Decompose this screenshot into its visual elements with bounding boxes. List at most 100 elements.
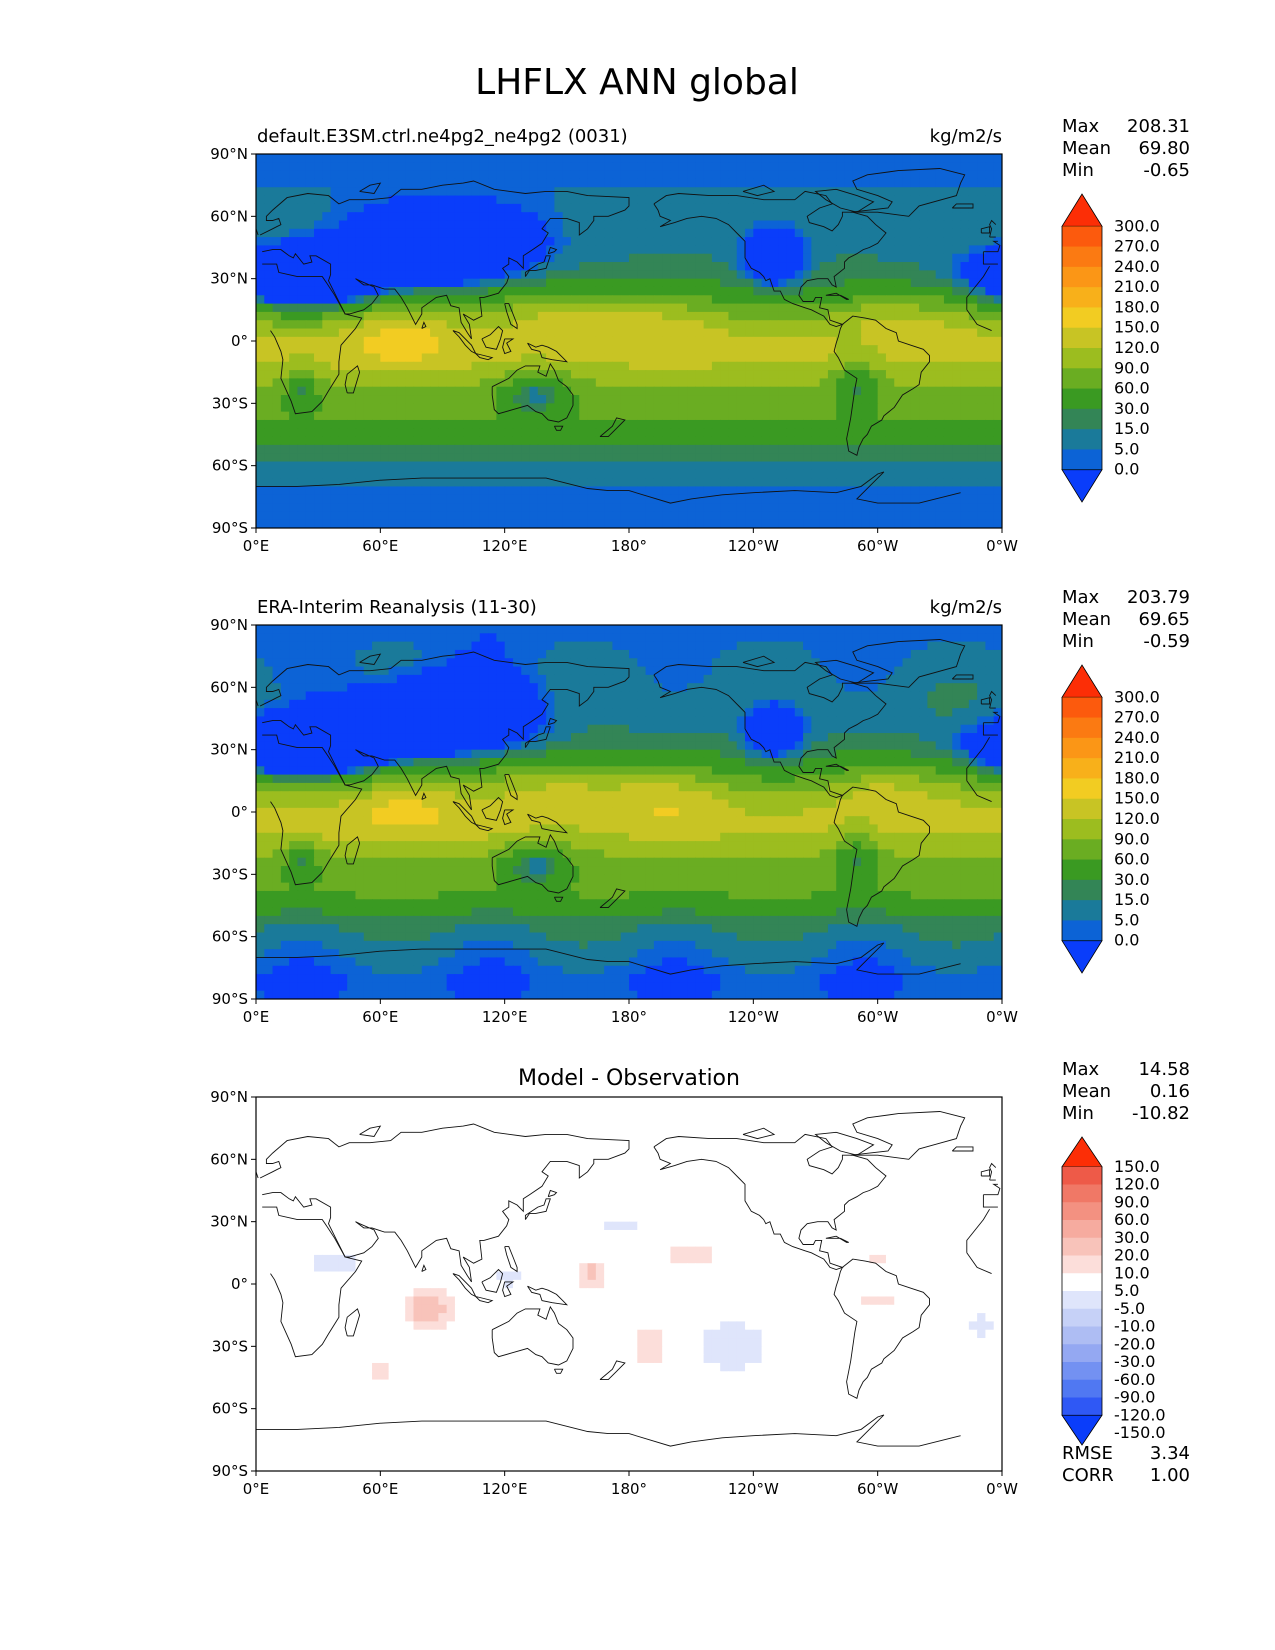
field-cell: [297, 641, 307, 651]
field-cell: [629, 461, 638, 471]
field-cell: [885, 641, 895, 651]
field-cell: [695, 253, 705, 263]
field-cell: [993, 195, 1002, 205]
field-cell: [653, 353, 663, 363]
field-cell: [943, 641, 953, 651]
field-cell: [935, 436, 945, 446]
field-cell: [852, 154, 862, 163]
coastline: [481, 325, 504, 350]
field-cell: [711, 428, 721, 438]
field-cell: [496, 386, 506, 396]
field-cell: [885, 666, 895, 676]
field-cell: [952, 170, 962, 180]
field-cell: [314, 519, 323, 528]
field-cell: [927, 419, 937, 429]
field-cell: [935, 170, 945, 180]
field-cell: [960, 320, 970, 330]
field-cell: [496, 361, 506, 371]
field-cell: [662, 178, 672, 188]
field-cell: [471, 187, 481, 197]
field-cell: [396, 361, 406, 371]
field-cell: [786, 469, 796, 479]
field-cell: [662, 378, 672, 388]
field-cell: [314, 270, 323, 280]
field-cell: [977, 220, 987, 230]
field-cell: [355, 295, 365, 305]
field-cell: [869, 649, 879, 659]
field-cell: [803, 353, 812, 363]
field-cell: [753, 237, 763, 247]
field-cell: [968, 212, 978, 222]
field-cell: [272, 436, 282, 446]
field-cell: [786, 336, 796, 346]
field-cell: [753, 220, 763, 230]
field-cell: [405, 345, 415, 355]
field-cell: [985, 195, 995, 205]
field-cell: [454, 370, 464, 379]
field-cell: [687, 245, 696, 255]
field-cell: [861, 361, 870, 371]
field-cell: [388, 162, 398, 172]
field-cell: [612, 245, 622, 255]
field-cell: [910, 649, 920, 659]
field-cell: [363, 674, 373, 684]
field-cell: [927, 494, 937, 504]
field-cell: [280, 683, 290, 693]
field-cell: [670, 444, 680, 454]
field-cell: [314, 286, 323, 296]
field-cell: [977, 511, 987, 521]
field-cell: [703, 436, 713, 446]
field-cell: [943, 411, 953, 421]
field-cell: [546, 444, 555, 454]
field-cell: [910, 262, 920, 271]
field-cell: [662, 469, 672, 479]
field-cell: [852, 295, 862, 305]
field-cell: [330, 228, 340, 238]
field-cell: [645, 245, 655, 255]
field-cell: [363, 320, 373, 330]
field-cell: [297, 253, 307, 263]
field-cell: [811, 237, 821, 247]
field-cell: [919, 228, 928, 238]
field-cell: [363, 411, 373, 421]
field-cell: [910, 353, 920, 363]
field-cell: [454, 674, 464, 684]
field-cell: [272, 428, 282, 438]
field-cell: [314, 203, 323, 213]
field-cell: [537, 154, 547, 163]
field-cell: [703, 666, 713, 676]
field-cell: [579, 444, 589, 454]
field-cell: [703, 511, 713, 521]
field-cell: [388, 403, 398, 413]
field-cell: [902, 395, 912, 404]
field-cell: [745, 220, 754, 230]
field-cell: [819, 253, 829, 263]
field-cell: [554, 444, 564, 454]
field-cell: [272, 658, 282, 668]
field-cell: [314, 170, 323, 180]
field-cell: [272, 220, 282, 230]
field-cell: [289, 370, 299, 379]
field-cell: [512, 345, 522, 355]
field-cell: [446, 494, 456, 504]
field-cell: [256, 286, 265, 296]
field-cell: [546, 286, 555, 296]
field-cell: [695, 378, 705, 388]
field-cell: [504, 428, 514, 438]
field-cell: [529, 237, 539, 247]
field-cell: [753, 286, 763, 296]
field-cell: [653, 658, 663, 668]
field-cell: [952, 503, 962, 512]
field-cell: [355, 154, 365, 163]
field-cell: [861, 683, 870, 693]
field-cell: [512, 674, 522, 684]
field-cell: [305, 345, 315, 355]
field-cell: [827, 691, 837, 701]
field-cell: [629, 494, 638, 504]
field-cell: [256, 649, 265, 659]
field-cell: [720, 411, 730, 421]
field-cell: [256, 295, 265, 305]
field-cell: [264, 270, 274, 280]
field-cell: [388, 386, 398, 396]
field-cell: [927, 328, 937, 338]
